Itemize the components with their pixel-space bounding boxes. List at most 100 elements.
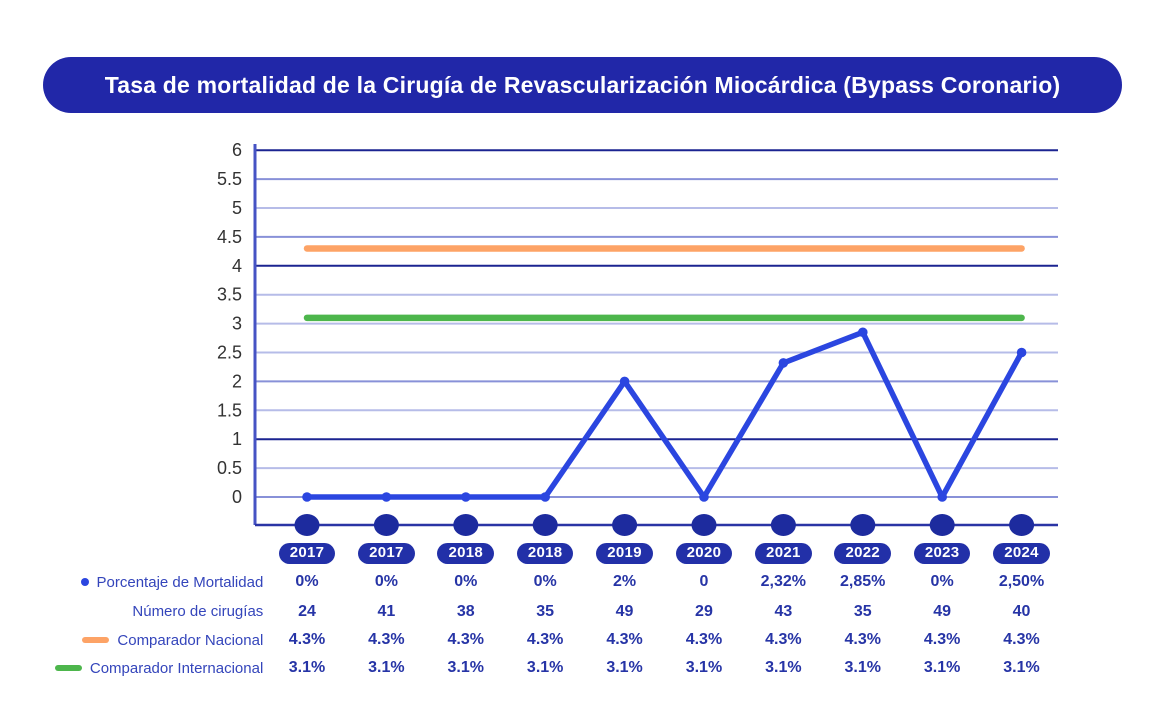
table-cell: 3.1% xyxy=(923,659,961,676)
year-pill: 2021 xyxy=(755,543,812,564)
y-tick-label: 2 xyxy=(232,371,242,391)
y-tick-label: 3.5 xyxy=(217,285,242,305)
year-pill: 2018 xyxy=(516,543,574,564)
table-cell: 35 xyxy=(853,602,872,620)
data-point-marker xyxy=(619,376,630,387)
table-cell: 4.3% xyxy=(685,631,723,648)
x-axis-category-dot xyxy=(850,514,876,536)
year-cell: 2022 xyxy=(823,540,902,567)
table-cell: 2,85% xyxy=(840,573,886,590)
x-axis-category-dot xyxy=(373,514,399,536)
table-cell: 0% xyxy=(295,573,319,590)
data-point-marker xyxy=(778,358,789,368)
year-cell: 2021 xyxy=(744,540,823,567)
year-cell: 2023 xyxy=(902,540,981,567)
table-cell: 3.1% xyxy=(368,659,405,676)
table-cell: 4.3% xyxy=(765,631,802,648)
year-row-spacer xyxy=(10,540,267,567)
year-pill: 2020 xyxy=(675,543,733,564)
year-cell: 2024 xyxy=(982,540,1061,567)
row-label: Porcentaje de Mortalidad xyxy=(96,573,264,591)
table-cell: 2,32% xyxy=(760,573,807,590)
y-tick-label: 5 xyxy=(232,198,242,218)
table-cell: 49 xyxy=(933,602,952,620)
data-point-marker xyxy=(858,327,868,338)
table-cell: 0% xyxy=(454,573,478,590)
table-cell: 4.3% xyxy=(368,631,405,648)
year-pill: 2017 xyxy=(278,543,336,564)
y-tick-label: 5.5 xyxy=(217,169,242,189)
table-cell: 4.3% xyxy=(526,631,564,648)
year-pill: 2018 xyxy=(437,543,495,564)
data-point-marker xyxy=(540,492,550,502)
table-cell: 0% xyxy=(930,573,954,590)
national-dash-icon xyxy=(82,637,110,643)
table-cell: 4.3% xyxy=(923,631,961,648)
y-tick-label: 2.5 xyxy=(217,343,242,363)
year-cell: 2018 xyxy=(505,540,584,567)
table-cell: 3.1% xyxy=(765,659,802,676)
table-cell: 4.3% xyxy=(844,631,881,648)
chart-canvas: 6 5.5 5 4.5 4 3.5 3 2.5 2 1.5 1 0.5 0 xyxy=(217,140,1058,536)
mortality-series-line xyxy=(304,329,1025,500)
x-axis-category-dot xyxy=(453,514,479,536)
year-cell: 2017 xyxy=(267,540,346,567)
row-label: Comparador Internacional xyxy=(89,659,264,677)
y-tick-label: 0.5 xyxy=(217,458,242,478)
table-cell: 3.1% xyxy=(844,659,881,676)
year-pill: 2019 xyxy=(596,543,653,564)
year-pill: 2023 xyxy=(913,543,971,564)
table-cell: 43 xyxy=(774,602,793,620)
row-label-cell: Porcentaje de Mortalidad xyxy=(10,567,267,597)
year-cell: 2019 xyxy=(585,540,664,567)
table-cell: 3.1% xyxy=(606,659,643,676)
table-cell: 3.1% xyxy=(288,659,326,676)
data-point-marker xyxy=(937,492,947,502)
row-label: Comparador Nacional xyxy=(117,631,264,649)
y-tick-label: 1 xyxy=(232,429,242,449)
table-cell: 38 xyxy=(456,602,475,620)
data-table: 2017 2017 2018 2018 2019 2020 2021 2022 2023 2024… xyxy=(10,540,1061,682)
year-pill: 2022 xyxy=(834,543,892,564)
data-point-marker xyxy=(699,492,709,502)
table-cell: 3.1% xyxy=(1003,659,1040,676)
data-point-marker xyxy=(302,492,312,502)
table-cell: 35 xyxy=(536,602,555,620)
table-cell: 3.1% xyxy=(685,659,723,676)
x-axis-category-dot xyxy=(929,514,955,536)
x-axis-category-dot xyxy=(691,514,717,536)
year-pill: 2017 xyxy=(358,543,415,564)
data-point-marker xyxy=(461,492,471,502)
title-banner: Tasa de mortalidad de la Cirugía de Reva… xyxy=(43,57,1122,113)
x-axis-category-dot xyxy=(294,514,320,536)
x-axis-category-dot xyxy=(612,514,638,536)
table-cell: 4.3% xyxy=(606,631,643,648)
data-point-marker xyxy=(1016,347,1027,358)
table-cell: 49 xyxy=(615,602,634,620)
mortality-line-chart: 6 5.5 5 4.5 4 3.5 3 2.5 2 1.5 1 0.5 0 xyxy=(190,138,1075,540)
y-tick-label: 4 xyxy=(232,256,242,276)
table-cell: 2% xyxy=(612,573,637,590)
table-cell: 40 xyxy=(1012,602,1031,620)
international-dash-icon xyxy=(54,665,82,671)
x-axis-category-dot xyxy=(532,514,558,536)
row-label: Número de cirugías xyxy=(132,603,264,620)
table-cell: 41 xyxy=(377,602,396,620)
y-tick-label: 6 xyxy=(232,140,242,160)
table-cell: 4.3% xyxy=(288,631,326,648)
year-pill: 2024 xyxy=(993,543,1050,564)
table-cell: 3.1% xyxy=(526,659,564,676)
data-point-marker xyxy=(381,492,392,502)
year-cell: 2018 xyxy=(426,540,505,567)
table-cell: 4.3% xyxy=(1003,631,1040,648)
year-cell: 2020 xyxy=(664,540,743,567)
y-tick-label: 3 xyxy=(232,314,242,334)
table-cell: 24 xyxy=(298,602,316,620)
y-tick-label: 0 xyxy=(232,487,242,507)
table-cell: 0% xyxy=(533,573,557,590)
y-tick-label: 1.5 xyxy=(217,400,242,420)
table-cell: 0 xyxy=(699,573,709,590)
row-label-cell: Comparador Internacional xyxy=(10,654,267,682)
x-axis-category-dot xyxy=(1009,514,1035,536)
